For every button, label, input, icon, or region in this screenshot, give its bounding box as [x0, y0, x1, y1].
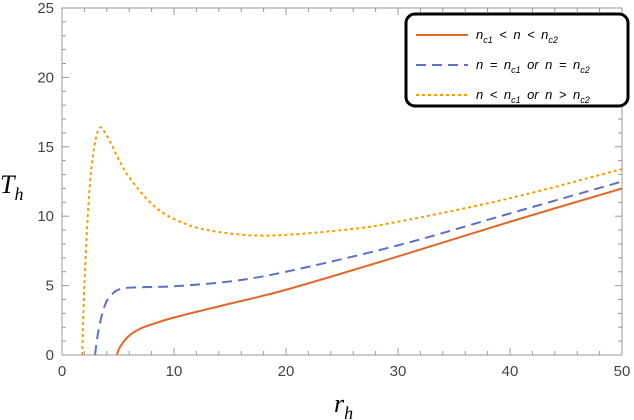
- legend-box: [404, 12, 630, 108]
- legend-label-1: nc1 < n < nc2: [476, 27, 558, 45]
- legend: nc1 < n < nc2 n = nc1 or n = nc2 n < nc1 o…: [404, 12, 630, 108]
- y-axis-label: Th: [0, 170, 23, 204]
- y-tick-label: 10: [37, 208, 54, 225]
- plot-frame: [61, 7, 623, 356]
- x-tick-label: 20: [278, 363, 295, 380]
- legend-label-3: n < nc1 or n > nc2: [476, 87, 590, 105]
- series-line-3: [81, 126, 622, 355]
- x-tick-label: 10: [166, 363, 183, 380]
- y-tick-label: 25: [37, 0, 54, 17]
- series-line-1: [115, 187, 622, 355]
- x-tick-label: 40: [502, 363, 519, 380]
- y-tick-label: 5: [46, 278, 54, 295]
- legend-label-2: n = nc1 or n = nc2: [476, 57, 590, 75]
- x-axis-label: rh: [334, 389, 353, 420]
- series-line-2: [94, 180, 622, 355]
- y-tick-label: 15: [37, 139, 54, 156]
- x-tick-label: 30: [390, 363, 407, 380]
- x-tick-label: 0: [58, 363, 66, 380]
- y-tick-label: 20: [37, 69, 54, 86]
- y-tick-label: 0: [46, 347, 54, 364]
- x-tick-label: 50: [614, 363, 631, 380]
